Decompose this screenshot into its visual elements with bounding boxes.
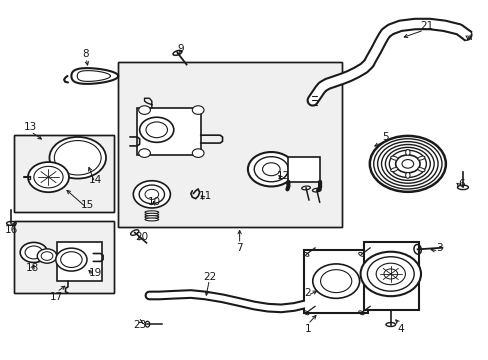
- Circle shape: [34, 166, 63, 188]
- Text: 17: 17: [50, 292, 63, 302]
- Text: 22: 22: [203, 272, 217, 282]
- Text: 7: 7: [236, 243, 243, 253]
- Circle shape: [140, 117, 173, 142]
- Text: 12: 12: [276, 171, 289, 181]
- Text: 5: 5: [382, 132, 388, 142]
- Circle shape: [254, 157, 288, 182]
- Ellipse shape: [405, 172, 409, 178]
- Circle shape: [247, 152, 294, 186]
- Bar: [118, 62, 341, 226]
- Bar: [363, 242, 418, 310]
- Circle shape: [145, 189, 158, 199]
- Circle shape: [28, 162, 69, 192]
- Circle shape: [146, 122, 167, 138]
- Text: 15: 15: [81, 200, 94, 210]
- Circle shape: [41, 252, 53, 260]
- Circle shape: [373, 139, 441, 189]
- Bar: [304, 249, 367, 314]
- Circle shape: [385, 147, 429, 180]
- Circle shape: [360, 252, 420, 296]
- Ellipse shape: [145, 213, 158, 216]
- Bar: [14, 221, 114, 293]
- Text: 20: 20: [135, 232, 148, 242]
- Circle shape: [192, 149, 203, 157]
- Text: 21: 21: [420, 21, 433, 31]
- Ellipse shape: [405, 149, 409, 155]
- Text: 16: 16: [5, 225, 18, 235]
- Text: 1: 1: [304, 324, 310, 334]
- Ellipse shape: [145, 218, 158, 221]
- Circle shape: [320, 270, 351, 293]
- Text: 13: 13: [24, 122, 38, 132]
- Circle shape: [377, 141, 437, 186]
- Circle shape: [383, 269, 397, 279]
- Circle shape: [375, 263, 405, 285]
- Text: 23: 23: [133, 320, 146, 330]
- Ellipse shape: [145, 216, 158, 219]
- Ellipse shape: [417, 168, 424, 172]
- Text: 3: 3: [435, 243, 442, 253]
- Circle shape: [61, 252, 82, 267]
- Circle shape: [37, 249, 57, 263]
- Ellipse shape: [417, 156, 424, 160]
- Circle shape: [369, 136, 445, 192]
- Circle shape: [139, 149, 150, 157]
- Bar: [137, 108, 200, 155]
- Bar: [57, 242, 102, 281]
- Circle shape: [54, 140, 101, 175]
- Circle shape: [401, 159, 413, 168]
- Text: 2: 2: [304, 288, 310, 298]
- Text: 14: 14: [89, 175, 102, 185]
- Text: 10: 10: [147, 197, 161, 207]
- Circle shape: [25, 246, 42, 259]
- Circle shape: [139, 106, 150, 114]
- Text: 4: 4: [396, 324, 403, 334]
- Circle shape: [133, 181, 170, 208]
- Circle shape: [20, 242, 47, 262]
- Bar: [14, 135, 114, 212]
- Circle shape: [395, 155, 419, 173]
- Ellipse shape: [390, 156, 397, 160]
- Circle shape: [366, 257, 413, 291]
- Bar: [288, 157, 320, 182]
- Circle shape: [312, 264, 359, 298]
- Bar: [118, 62, 341, 226]
- Ellipse shape: [390, 168, 397, 172]
- Circle shape: [262, 163, 280, 176]
- Circle shape: [139, 185, 164, 204]
- Text: 18: 18: [26, 263, 39, 273]
- Text: 19: 19: [89, 268, 102, 278]
- Circle shape: [388, 150, 426, 177]
- Circle shape: [56, 248, 87, 271]
- Circle shape: [49, 137, 106, 179]
- Text: 9: 9: [178, 44, 184, 54]
- Bar: [14, 135, 114, 212]
- Circle shape: [192, 106, 203, 114]
- Text: 8: 8: [82, 49, 89, 59]
- Text: 6: 6: [457, 179, 464, 189]
- Text: 11: 11: [199, 191, 212, 201]
- Bar: [14, 221, 114, 293]
- Ellipse shape: [145, 211, 158, 214]
- Circle shape: [381, 144, 433, 183]
